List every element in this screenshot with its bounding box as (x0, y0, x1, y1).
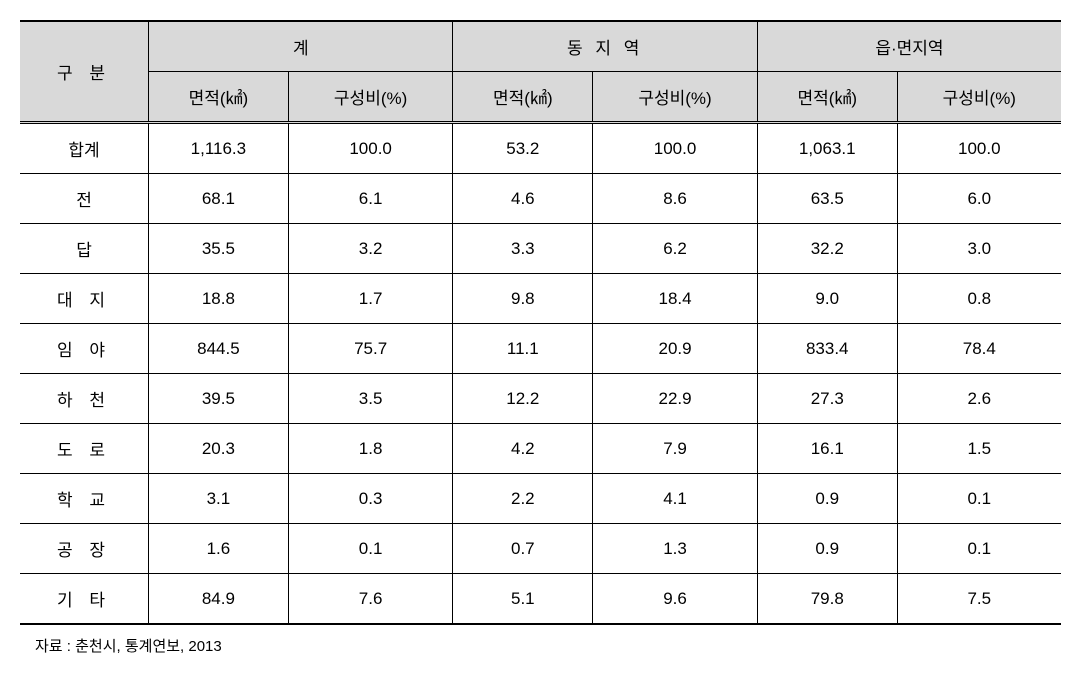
cell-value: 6.1 (288, 174, 453, 224)
cell-value: 0.3 (288, 474, 453, 524)
row-label-sum: 합계 (20, 123, 149, 174)
cell-value: 0.1 (288, 524, 453, 574)
table-row-sum: 합계 1,116.3 100.0 53.2 100.0 1,063.1 100.… (20, 123, 1061, 174)
cell-value: 3.2 (288, 224, 453, 274)
cell-value: 53.2 (453, 123, 593, 174)
cell-value: 3.1 (149, 474, 289, 524)
table-row: 하 천 39.5 3.5 12.2 22.9 27.3 2.6 (20, 374, 1061, 424)
header-group-total: 계 (149, 21, 453, 72)
cell-value: 78.4 (897, 324, 1061, 374)
table-row: 학 교 3.1 0.3 2.2 4.1 0.9 0.1 (20, 474, 1061, 524)
cell-value: 100.0 (897, 123, 1061, 174)
cell-value: 0.9 (757, 474, 897, 524)
header-ratio-2: 구성비(%) (593, 72, 758, 123)
cell-value: 100.0 (288, 123, 453, 174)
row-label-gita: 기 타 (20, 574, 149, 625)
cell-value: 1.6 (149, 524, 289, 574)
cell-value: 1.8 (288, 424, 453, 474)
table-row: 임 야 844.5 75.7 11.1 20.9 833.4 78.4 (20, 324, 1061, 374)
table-row: 도 로 20.3 1.8 4.2 7.9 16.1 1.5 (20, 424, 1061, 474)
cell-value: 0.1 (897, 474, 1061, 524)
row-label-gongjang: 공 장 (20, 524, 149, 574)
cell-value: 20.3 (149, 424, 289, 474)
cell-value: 3.5 (288, 374, 453, 424)
header-row-groups: 구 분 계 동 지 역 읍·면지역 (20, 21, 1061, 72)
cell-value: 75.7 (288, 324, 453, 374)
table-row: 공 장 1.6 0.1 0.7 1.3 0.9 0.1 (20, 524, 1061, 574)
row-label-jeon: 전 (20, 174, 149, 224)
cell-value: 1,116.3 (149, 123, 289, 174)
cell-value: 1.7 (288, 274, 453, 324)
row-label-doro: 도 로 (20, 424, 149, 474)
cell-value: 9.0 (757, 274, 897, 324)
cell-value: 11.1 (453, 324, 593, 374)
header-area-1: 면적(㎢) (149, 72, 289, 123)
cell-value: 32.2 (757, 224, 897, 274)
header-area-3: 면적(㎢) (757, 72, 897, 123)
cell-value: 1,063.1 (757, 123, 897, 174)
cell-value: 20.9 (593, 324, 758, 374)
row-label-hakgyo: 학 교 (20, 474, 149, 524)
cell-value: 63.5 (757, 174, 897, 224)
cell-value: 4.6 (453, 174, 593, 224)
table-row: 답 35.5 3.2 3.3 6.2 32.2 3.0 (20, 224, 1061, 274)
table-row: 전 68.1 6.1 4.6 8.6 63.5 6.0 (20, 174, 1061, 224)
header-area-2: 면적(㎢) (453, 72, 593, 123)
cell-value: 0.9 (757, 524, 897, 574)
cell-value: 100.0 (593, 123, 758, 174)
cell-value: 12.2 (453, 374, 593, 424)
cell-value: 9.6 (593, 574, 758, 625)
row-label-daeji: 대 지 (20, 274, 149, 324)
cell-value: 7.6 (288, 574, 453, 625)
cell-value: 4.1 (593, 474, 758, 524)
row-label-hacheon: 하 천 (20, 374, 149, 424)
cell-value: 0.7 (453, 524, 593, 574)
cell-value: 2.6 (897, 374, 1061, 424)
cell-value: 3.3 (453, 224, 593, 274)
cell-value: 3.0 (897, 224, 1061, 274)
source-note: 자료 : 춘천시, 통계연보, 2013 (20, 635, 1061, 656)
cell-value: 22.9 (593, 374, 758, 424)
row-label-dap: 답 (20, 224, 149, 274)
cell-value: 1.3 (593, 524, 758, 574)
cell-value: 39.5 (149, 374, 289, 424)
cell-value: 7.9 (593, 424, 758, 474)
cell-value: 2.2 (453, 474, 593, 524)
cell-value: 833.4 (757, 324, 897, 374)
land-use-table-container: 구 분 계 동 지 역 읍·면지역 면적(㎢) 구성비(%) 면적(㎢) 구성비… (20, 20, 1061, 656)
header-category: 구 분 (20, 21, 149, 123)
cell-value: 1.5 (897, 424, 1061, 474)
cell-value: 6.2 (593, 224, 758, 274)
land-use-table: 구 분 계 동 지 역 읍·면지역 면적(㎢) 구성비(%) 면적(㎢) 구성비… (20, 20, 1061, 625)
cell-value: 35.5 (149, 224, 289, 274)
header-group-dong: 동 지 역 (453, 21, 757, 72)
header-ratio-1: 구성비(%) (288, 72, 453, 123)
header-ratio-3: 구성비(%) (897, 72, 1061, 123)
cell-value: 68.1 (149, 174, 289, 224)
row-label-imya: 임 야 (20, 324, 149, 374)
cell-value: 844.5 (149, 324, 289, 374)
header-row-columns: 면적(㎢) 구성비(%) 면적(㎢) 구성비(%) 면적(㎢) 구성비(%) (20, 72, 1061, 123)
header-group-eupmyeon: 읍·면지역 (757, 21, 1061, 72)
cell-value: 18.4 (593, 274, 758, 324)
cell-value: 27.3 (757, 374, 897, 424)
cell-value: 16.1 (757, 424, 897, 474)
cell-value: 6.0 (897, 174, 1061, 224)
cell-value: 79.8 (757, 574, 897, 625)
cell-value: 7.5 (897, 574, 1061, 625)
cell-value: 9.8 (453, 274, 593, 324)
table-row: 기 타 84.9 7.6 5.1 9.6 79.8 7.5 (20, 574, 1061, 625)
cell-value: 4.2 (453, 424, 593, 474)
cell-value: 18.8 (149, 274, 289, 324)
cell-value: 84.9 (149, 574, 289, 625)
cell-value: 0.1 (897, 524, 1061, 574)
table-row: 대 지 18.8 1.7 9.8 18.4 9.0 0.8 (20, 274, 1061, 324)
cell-value: 5.1 (453, 574, 593, 625)
cell-value: 8.6 (593, 174, 758, 224)
cell-value: 0.8 (897, 274, 1061, 324)
